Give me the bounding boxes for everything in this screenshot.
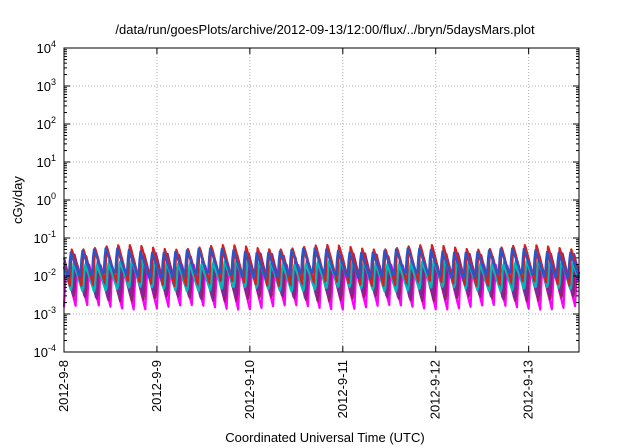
y-tick-label: 103 [37, 77, 56, 94]
x-tick-label: 2012-9-11 [335, 360, 350, 418]
y-tick-label: 101 [37, 153, 56, 170]
series-line [62, 247, 581, 279]
x-axis-label: Coordinated Universal Time (UTC) [225, 430, 424, 445]
plot-frame [63, 47, 580, 353]
y-tick-label: 100 [37, 191, 56, 208]
series-layer [62, 243, 581, 311]
chart-title: /data/run/goesPlots/archive/2012-09-13/1… [115, 22, 535, 37]
grid [64, 48, 579, 352]
x-tick-label: 2012-9-10 [242, 360, 257, 419]
y-tick-label: 10-4 [34, 343, 56, 360]
y-tick-label: 10-3 [34, 305, 56, 322]
y-tick-label: 102 [37, 115, 56, 132]
x-tick-label: 2012-9-9 [149, 360, 164, 412]
x-tick-label: 2012-9-13 [521, 360, 536, 419]
y-tick-label: 10-1 [34, 229, 56, 246]
y-axis-label: cGy/day [10, 176, 25, 224]
x-axis: 2012-9-8 2012-9-9 2012-9-10 2012-9-11 2012-9… [56, 48, 536, 419]
y-tick-label: 104 [37, 39, 56, 56]
x-tick-label: 2012-9-8 [56, 360, 71, 412]
x-tick-label: 2012-9-12 [428, 360, 443, 419]
y-axis: 10-4 10-3 10-2 10-1 100 101 102 103 104 [34, 39, 579, 360]
y-tick-label: 10-2 [34, 267, 56, 284]
